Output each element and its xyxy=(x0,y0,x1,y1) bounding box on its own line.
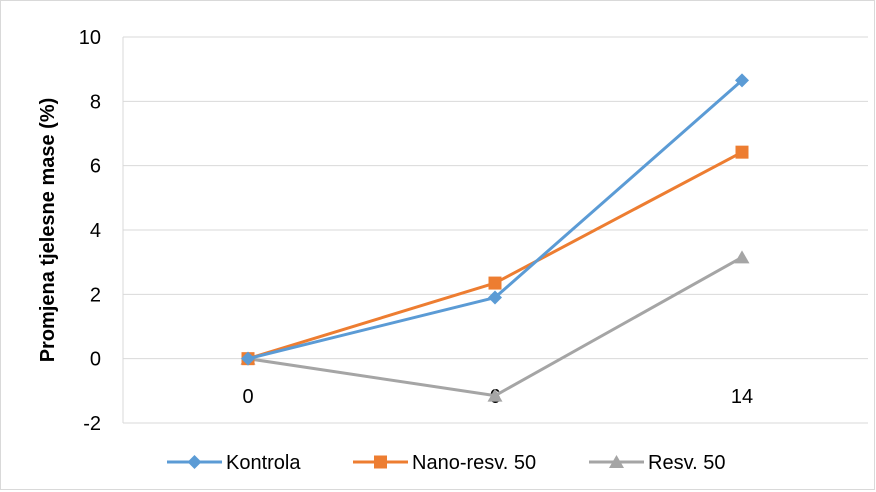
data-point xyxy=(487,388,503,402)
series-lines xyxy=(240,73,750,402)
data-point xyxy=(488,290,502,305)
legend-item: Kontrola xyxy=(167,452,301,474)
y-axis-label: Promjena tjelesne mase (%) xyxy=(37,98,59,363)
x-tick-label: 0 xyxy=(242,386,253,408)
data-point xyxy=(734,250,750,264)
legend-label: Resv. 50 xyxy=(648,452,725,474)
data-point xyxy=(735,145,749,159)
gridlines xyxy=(123,36,868,424)
y-tick-label: 2 xyxy=(90,284,101,306)
legend-label: Kontrola xyxy=(226,452,301,474)
legend-label: Nano-resv. 50 xyxy=(412,452,536,474)
y-tick-label: 8 xyxy=(90,91,101,113)
y-tick-labels: -2 0 2 4 6 8 10 xyxy=(79,27,101,435)
legend: Kontrola Nano-resv. 50 Resv. 50 xyxy=(167,452,725,474)
y-tick-label: 6 xyxy=(90,156,101,178)
data-point xyxy=(735,73,749,88)
data-point xyxy=(241,351,255,366)
series-kontrola xyxy=(241,73,749,366)
y-tick-label: 10 xyxy=(79,27,101,49)
x-tick-label: 14 xyxy=(731,386,753,408)
y-tick-label: 0 xyxy=(90,349,101,371)
legend-item: Nano-resv. 50 xyxy=(353,452,536,474)
data-point xyxy=(488,276,502,290)
y-tick-label: 4 xyxy=(90,220,101,242)
series-nano-resv-50 xyxy=(241,145,749,366)
legend-marker xyxy=(374,455,387,469)
legend-marker xyxy=(187,455,202,469)
series-line xyxy=(247,150,743,361)
series-line xyxy=(247,79,743,361)
legend-item: Resv. 50 xyxy=(589,452,725,474)
y-tick-label: -2 xyxy=(83,413,101,435)
series-resv-50 xyxy=(240,250,750,402)
legend-marker xyxy=(609,455,624,468)
